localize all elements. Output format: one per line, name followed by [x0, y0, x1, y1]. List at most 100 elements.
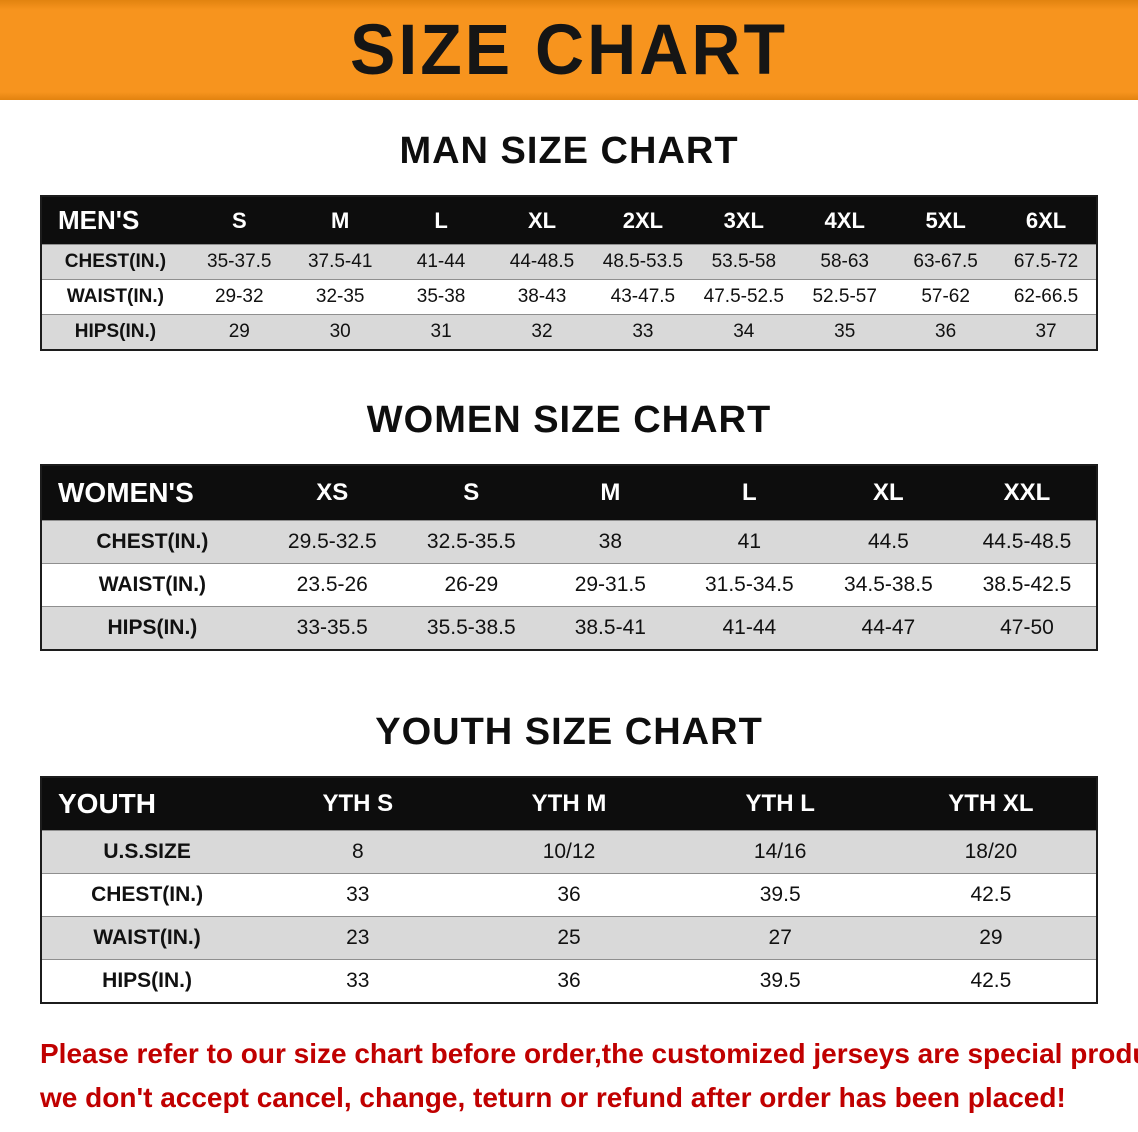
size-value: 52.5-57 [794, 279, 896, 315]
disclaimer-line-2: we don't accept cancel, change, teturn o… [40, 1082, 1066, 1114]
size-value: 29-32 [188, 279, 290, 315]
size-column-header: XS [262, 465, 402, 521]
size-value: 33 [252, 873, 464, 917]
size-value: 41-44 [679, 606, 819, 651]
size-value: 35-38 [390, 279, 492, 315]
size-column-header: L [679, 465, 819, 521]
size-value: 31.5-34.5 [679, 563, 819, 607]
size-value: 37.5-41 [289, 244, 391, 280]
size-value: 33 [592, 314, 694, 351]
size-value: 41-44 [390, 244, 492, 280]
size-column-header: YTH S [252, 777, 464, 831]
size-value: 43-47.5 [592, 279, 694, 315]
size-value: 39.5 [674, 873, 886, 917]
size-value: 53.5-58 [693, 244, 795, 280]
row-label: WAIST(IN.) [41, 563, 263, 607]
size-value: 42.5 [885, 959, 1097, 1004]
size-value: 35-37.5 [188, 244, 290, 280]
size-value: 26-29 [401, 563, 541, 607]
size-value: 32-35 [289, 279, 391, 315]
size-value: 39.5 [674, 959, 886, 1004]
size-column-header: YTH L [674, 777, 886, 831]
table-header-row: YOUTH YTH S YTH M YTH L YTH XL [41, 777, 1097, 831]
row-label-header: MEN'S [41, 196, 189, 245]
size-value: 23.5-26 [262, 563, 402, 607]
size-value: 67.5-72 [996, 244, 1097, 280]
men-section-heading: MAN SIZE CHART [399, 130, 739, 172]
men-size-chart-section: MAN SIZE CHART MEN'S S M L XL 2XL 3XL 4XL 5XL 6XL… [0, 130, 1138, 351]
row-label: HIPS(IN.) [41, 314, 189, 351]
disclaimer-note: Please refer to our size chart before or… [40, 1036, 1138, 1117]
size-value: 48.5-53.5 [592, 244, 694, 280]
table-row: WAIST(IN.) 29-32 32-35 35-38 38-43 43-47.5 47.… [41, 279, 1097, 315]
size-value: 57-62 [895, 279, 997, 315]
men-size-table: MEN'S S M L XL 2XL 3XL 4XL 5XL 6XL CHEST(IN.) 35-37… [40, 195, 1098, 351]
size-value: 38-43 [491, 279, 593, 315]
size-value: 36 [463, 873, 675, 917]
size-column-header: XL [818, 465, 958, 521]
size-value: 29 [885, 916, 1097, 960]
size-value: 33 [252, 959, 464, 1004]
table-row: CHEST(IN.) 33 36 39.5 42.5 [41, 873, 1097, 917]
youth-size-chart-section: YOUTH SIZE CHART YOUTH YTH S YTH M YTH L YTH… [0, 711, 1138, 1004]
disclaimer-line-1: Please refer to our size chart before or… [40, 1038, 1138, 1069]
size-column-header: L [390, 196, 492, 245]
size-value: 18/20 [885, 830, 1097, 874]
size-value: 38.5-42.5 [957, 563, 1097, 607]
size-value: 10/12 [463, 830, 675, 874]
size-column-header: S [188, 196, 290, 245]
size-column-header: XXL [957, 465, 1097, 521]
size-value: 63-67.5 [895, 244, 997, 280]
table-row: U.S.SIZE 8 10/12 14/16 18/20 [41, 830, 1097, 874]
youth-section-heading: YOUTH SIZE CHART [375, 711, 763, 753]
row-label: WAIST(IN.) [41, 916, 253, 960]
size-value: 42.5 [885, 873, 1097, 917]
size-value: 44.5-48.5 [957, 520, 1097, 564]
size-column-header: 3XL [693, 196, 795, 245]
table-row: HIPS(IN.) 33 36 39.5 42.5 [41, 959, 1097, 1004]
size-column-header: 5XL [895, 196, 997, 245]
table-row: WAIST(IN.) 23.5-26 26-29 29-31.5 31.5-34.5 34… [41, 563, 1097, 607]
row-label: CHEST(IN.) [41, 244, 189, 280]
size-value: 47.5-52.5 [693, 279, 795, 315]
row-label-header: WOMEN'S [41, 465, 263, 521]
size-value: 30 [289, 314, 391, 351]
page-title: SIZE CHART [350, 10, 788, 90]
size-value: 38 [540, 520, 680, 564]
size-value: 25 [463, 916, 675, 960]
size-value: 36 [463, 959, 675, 1004]
row-label: U.S.SIZE [41, 830, 253, 874]
youth-size-table: YOUTH YTH S YTH M YTH L YTH XL U.S.SIZE 8 10/12… [40, 776, 1098, 1004]
size-value: 33-35.5 [262, 606, 402, 651]
size-column-header: 2XL [592, 196, 694, 245]
size-column-header: M [540, 465, 680, 521]
table-header-row: WOMEN'S XS S M L XL XXL [41, 465, 1097, 521]
size-value: 37 [996, 314, 1097, 351]
size-value: 41 [679, 520, 819, 564]
size-value: 44-48.5 [491, 244, 593, 280]
size-value: 47-50 [957, 606, 1097, 651]
size-value: 32.5-35.5 [401, 520, 541, 564]
size-value: 31 [390, 314, 492, 351]
row-label: CHEST(IN.) [41, 520, 263, 564]
row-label: WAIST(IN.) [41, 279, 189, 315]
table-row: HIPS(IN.) 29 30 31 32 33 34 35 36 37 [41, 314, 1097, 351]
size-value: 27 [674, 916, 886, 960]
size-value: 8 [252, 830, 464, 874]
size-value: 35 [794, 314, 896, 351]
size-column-header: 6XL [996, 196, 1097, 245]
women-section-heading: WOMEN SIZE CHART [366, 399, 772, 441]
size-value: 38.5-41 [540, 606, 680, 651]
size-value: 44-47 [818, 606, 958, 651]
row-label: HIPS(IN.) [41, 959, 253, 1004]
size-value: 29.5-32.5 [262, 520, 402, 564]
size-value: 36 [895, 314, 997, 351]
row-label: HIPS(IN.) [41, 606, 263, 651]
row-label: CHEST(IN.) [41, 873, 253, 917]
size-value: 29 [188, 314, 290, 351]
table-row: WAIST(IN.) 23 25 27 29 [41, 916, 1097, 960]
size-value: 44.5 [818, 520, 958, 564]
row-label-header: YOUTH [41, 777, 253, 831]
size-value: 35.5-38.5 [401, 606, 541, 651]
